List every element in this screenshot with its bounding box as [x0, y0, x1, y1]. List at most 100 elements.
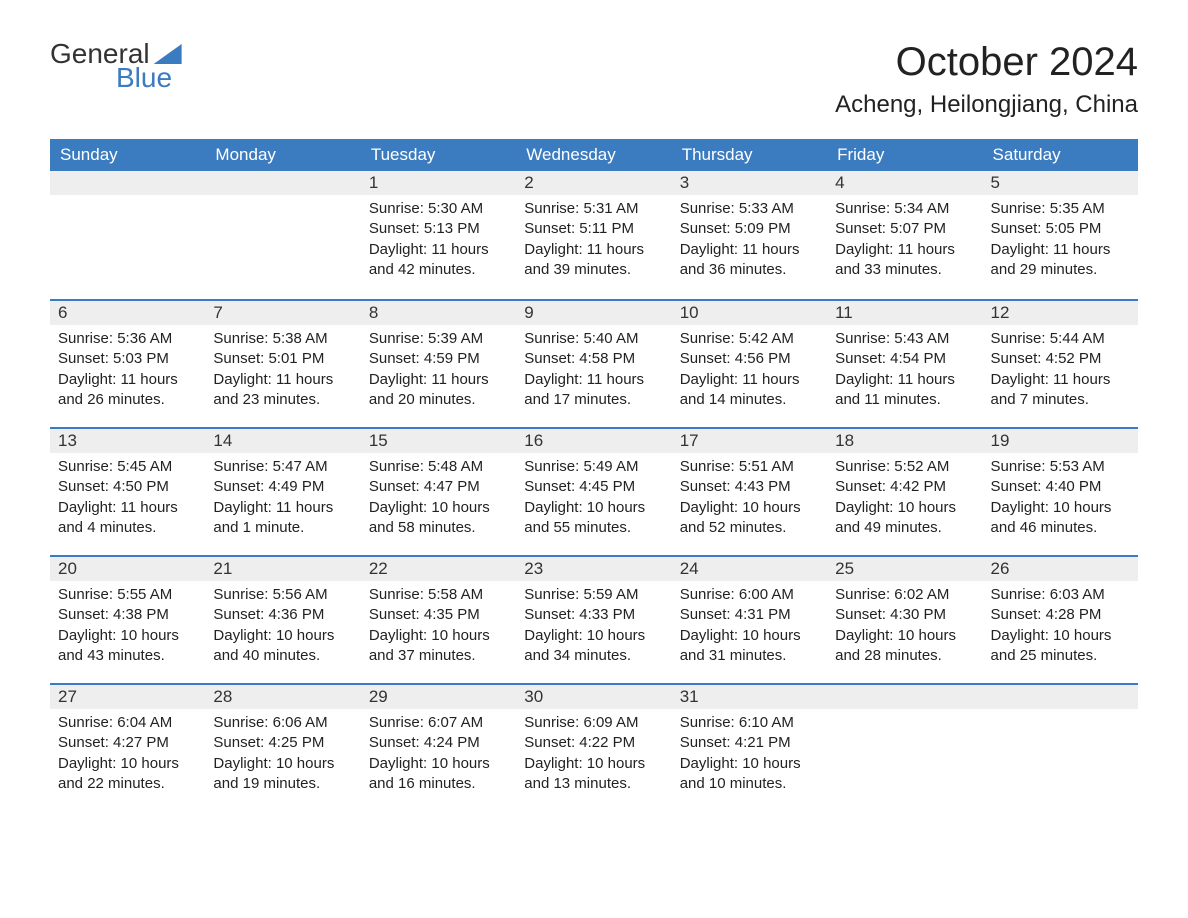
calendar-cell: 10Sunrise: 5:42 AMSunset: 4:56 PMDayligh…	[672, 299, 827, 427]
daylight-line: Daylight: 10 hours and 43 minutes.	[58, 626, 197, 667]
sunset-line: Sunset: 4:56 PM	[680, 349, 819, 369]
day-number	[205, 171, 360, 195]
daylight-line: Daylight: 11 hours and 1 minute.	[213, 498, 352, 539]
sunset-line: Sunset: 4:45 PM	[524, 477, 663, 497]
day-details: Sunrise: 5:33 AMSunset: 5:09 PMDaylight:…	[672, 195, 827, 288]
sunrise-line: Sunrise: 5:40 AM	[524, 329, 663, 349]
calendar-cell: 12Sunrise: 5:44 AMSunset: 4:52 PMDayligh…	[983, 299, 1138, 427]
sunrise-line: Sunrise: 5:45 AM	[58, 457, 197, 477]
day-details	[205, 195, 360, 207]
sunrise-line: Sunrise: 6:07 AM	[369, 713, 508, 733]
sunset-line: Sunset: 5:11 PM	[524, 219, 663, 239]
calendar-cell: 17Sunrise: 5:51 AMSunset: 4:43 PMDayligh…	[672, 427, 827, 555]
calendar-cell: 16Sunrise: 5:49 AMSunset: 4:45 PMDayligh…	[516, 427, 671, 555]
weekday-header: Thursday	[672, 139, 827, 171]
calendar-week-row: 27Sunrise: 6:04 AMSunset: 4:27 PMDayligh…	[50, 683, 1138, 811]
sunset-line: Sunset: 5:13 PM	[369, 219, 508, 239]
sunrise-line: Sunrise: 5:39 AM	[369, 329, 508, 349]
sunset-line: Sunset: 4:28 PM	[991, 605, 1130, 625]
calendar-cell: 15Sunrise: 5:48 AMSunset: 4:47 PMDayligh…	[361, 427, 516, 555]
day-number: 2	[516, 171, 671, 195]
sunrise-line: Sunrise: 5:51 AM	[680, 457, 819, 477]
daylight-line: Daylight: 11 hours and 36 minutes.	[680, 240, 819, 281]
weekday-header: Wednesday	[516, 139, 671, 171]
calendar-cell: 19Sunrise: 5:53 AMSunset: 4:40 PMDayligh…	[983, 427, 1138, 555]
sunset-line: Sunset: 4:22 PM	[524, 733, 663, 753]
sunrise-line: Sunrise: 5:34 AM	[835, 199, 974, 219]
calendar-cell: 21Sunrise: 5:56 AMSunset: 4:36 PMDayligh…	[205, 555, 360, 683]
sunset-line: Sunset: 4:59 PM	[369, 349, 508, 369]
brand-flag-icon	[154, 44, 182, 64]
calendar-cell: 1Sunrise: 5:30 AMSunset: 5:13 PMDaylight…	[361, 171, 516, 299]
daylight-line: Daylight: 11 hours and 17 minutes.	[524, 370, 663, 411]
day-details: Sunrise: 5:31 AMSunset: 5:11 PMDaylight:…	[516, 195, 671, 288]
calendar-cell	[983, 683, 1138, 811]
day-number: 26	[983, 555, 1138, 581]
day-number: 11	[827, 299, 982, 325]
day-details: Sunrise: 5:59 AMSunset: 4:33 PMDaylight:…	[516, 581, 671, 674]
sunrise-line: Sunrise: 6:02 AM	[835, 585, 974, 605]
daylight-line: Daylight: 10 hours and 13 minutes.	[524, 754, 663, 795]
sunrise-line: Sunrise: 6:10 AM	[680, 713, 819, 733]
daylight-line: Daylight: 10 hours and 37 minutes.	[369, 626, 508, 667]
sunset-line: Sunset: 4:21 PM	[680, 733, 819, 753]
daylight-line: Daylight: 11 hours and 39 minutes.	[524, 240, 663, 281]
calendar-cell: 3Sunrise: 5:33 AMSunset: 5:09 PMDaylight…	[672, 171, 827, 299]
brand-word2: Blue	[116, 64, 182, 92]
sunrise-line: Sunrise: 5:59 AM	[524, 585, 663, 605]
calendar-cell: 11Sunrise: 5:43 AMSunset: 4:54 PMDayligh…	[827, 299, 982, 427]
day-details: Sunrise: 6:04 AMSunset: 4:27 PMDaylight:…	[50, 709, 205, 802]
day-number: 19	[983, 427, 1138, 453]
weekday-header: Sunday	[50, 139, 205, 171]
sunset-line: Sunset: 4:58 PM	[524, 349, 663, 369]
daylight-line: Daylight: 10 hours and 19 minutes.	[213, 754, 352, 795]
daylight-line: Daylight: 11 hours and 14 minutes.	[680, 370, 819, 411]
sunrise-line: Sunrise: 5:38 AM	[213, 329, 352, 349]
day-number: 24	[672, 555, 827, 581]
day-number: 8	[361, 299, 516, 325]
calendar-cell: 30Sunrise: 6:09 AMSunset: 4:22 PMDayligh…	[516, 683, 671, 811]
daylight-line: Daylight: 10 hours and 31 minutes.	[680, 626, 819, 667]
day-details: Sunrise: 5:49 AMSunset: 4:45 PMDaylight:…	[516, 453, 671, 546]
calendar-cell	[205, 171, 360, 299]
day-details: Sunrise: 6:03 AMSunset: 4:28 PMDaylight:…	[983, 581, 1138, 674]
sunset-line: Sunset: 4:50 PM	[58, 477, 197, 497]
day-details	[983, 709, 1138, 721]
day-details: Sunrise: 5:35 AMSunset: 5:05 PMDaylight:…	[983, 195, 1138, 288]
sunrise-line: Sunrise: 5:53 AM	[991, 457, 1130, 477]
sunset-line: Sunset: 4:31 PM	[680, 605, 819, 625]
calendar-cell	[50, 171, 205, 299]
day-details: Sunrise: 5:36 AMSunset: 5:03 PMDaylight:…	[50, 325, 205, 418]
day-details: Sunrise: 5:38 AMSunset: 5:01 PMDaylight:…	[205, 325, 360, 418]
sunset-line: Sunset: 4:24 PM	[369, 733, 508, 753]
calendar-cell: 14Sunrise: 5:47 AMSunset: 4:49 PMDayligh…	[205, 427, 360, 555]
day-details: Sunrise: 6:07 AMSunset: 4:24 PMDaylight:…	[361, 709, 516, 802]
day-details: Sunrise: 5:47 AMSunset: 4:49 PMDaylight:…	[205, 453, 360, 546]
day-number: 16	[516, 427, 671, 453]
day-details: Sunrise: 5:52 AMSunset: 4:42 PMDaylight:…	[827, 453, 982, 546]
daylight-line: Daylight: 10 hours and 22 minutes.	[58, 754, 197, 795]
daylight-line: Daylight: 10 hours and 40 minutes.	[213, 626, 352, 667]
weekday-header: Tuesday	[361, 139, 516, 171]
sunset-line: Sunset: 5:01 PM	[213, 349, 352, 369]
day-details: Sunrise: 5:44 AMSunset: 4:52 PMDaylight:…	[983, 325, 1138, 418]
calendar-cell: 18Sunrise: 5:52 AMSunset: 4:42 PMDayligh…	[827, 427, 982, 555]
daylight-line: Daylight: 11 hours and 29 minutes.	[991, 240, 1130, 281]
daylight-line: Daylight: 10 hours and 34 minutes.	[524, 626, 663, 667]
day-number: 22	[361, 555, 516, 581]
day-details: Sunrise: 5:53 AMSunset: 4:40 PMDaylight:…	[983, 453, 1138, 546]
calendar-cell: 26Sunrise: 6:03 AMSunset: 4:28 PMDayligh…	[983, 555, 1138, 683]
day-details: Sunrise: 5:48 AMSunset: 4:47 PMDaylight:…	[361, 453, 516, 546]
daylight-line: Daylight: 10 hours and 10 minutes.	[680, 754, 819, 795]
calendar-cell: 7Sunrise: 5:38 AMSunset: 5:01 PMDaylight…	[205, 299, 360, 427]
day-number: 9	[516, 299, 671, 325]
weekday-header: Saturday	[983, 139, 1138, 171]
day-number: 17	[672, 427, 827, 453]
calendar-cell: 25Sunrise: 6:02 AMSunset: 4:30 PMDayligh…	[827, 555, 982, 683]
calendar-cell: 27Sunrise: 6:04 AMSunset: 4:27 PMDayligh…	[50, 683, 205, 811]
calendar-week-row: 1Sunrise: 5:30 AMSunset: 5:13 PMDaylight…	[50, 171, 1138, 299]
daylight-line: Daylight: 11 hours and 7 minutes.	[991, 370, 1130, 411]
sunrise-line: Sunrise: 6:03 AM	[991, 585, 1130, 605]
title-block: October 2024 Acheng, Heilongjiang, China	[835, 40, 1138, 119]
day-number: 27	[50, 683, 205, 709]
